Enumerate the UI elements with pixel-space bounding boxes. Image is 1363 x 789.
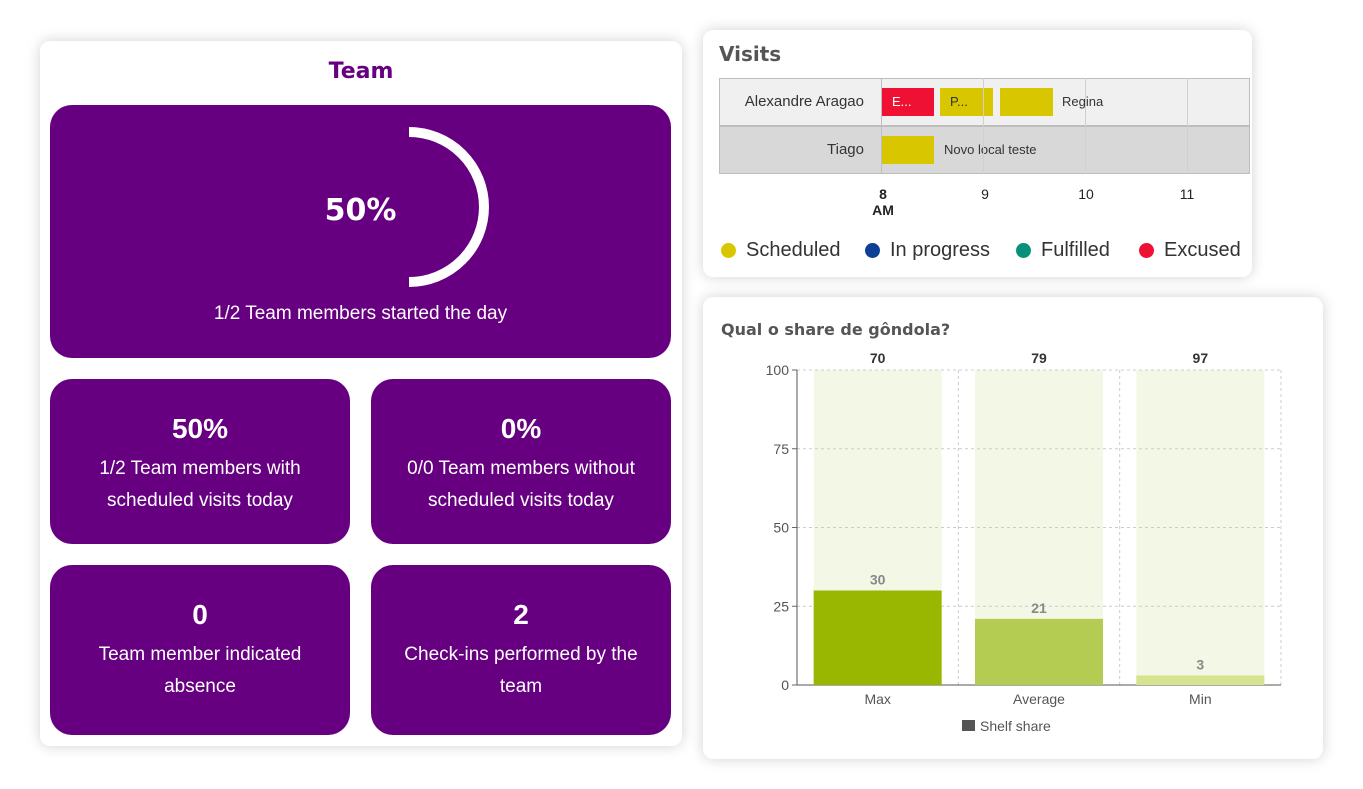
hour-tick: 9 <box>981 186 989 202</box>
checkins-tile[interactable]: 2 Check-ins performed by the team <box>371 565 671 735</box>
legend-swatch <box>962 720 975 731</box>
legend-dot <box>721 243 736 258</box>
gauge-percent: 50% <box>324 193 397 228</box>
data-label: 21 <box>1031 600 1047 616</box>
category-label: Average <box>1013 691 1065 707</box>
visits-title: Visits <box>719 42 782 66</box>
legend-label: Shelf share <box>980 718 1051 734</box>
legend-scheduled[interactable]: Scheduled <box>721 236 841 264</box>
tile-value: 2 <box>513 599 529 630</box>
legend-excused[interactable]: Excused <box>1139 236 1241 264</box>
team-started-day-tile[interactable]: 50% 1/2 Team members started the day <box>50 105 671 358</box>
tile-value: 50% <box>171 413 229 444</box>
legend-dot <box>1016 243 1031 258</box>
bar <box>813 590 942 685</box>
legend-in-progress[interactable]: In progress <box>865 236 990 264</box>
bar <box>1136 675 1265 685</box>
visit-location-label: Regina <box>1062 94 1104 109</box>
legend-dot <box>865 243 880 258</box>
shelf-share-title: Qual o share de gôndola? <box>721 320 951 339</box>
top-label: 70 <box>870 350 886 366</box>
data-label: 30 <box>870 572 886 588</box>
visit-bar[interactable]: P... <box>940 88 993 116</box>
tile-value: 0 <box>192 599 208 630</box>
y-tick-label: 0 <box>781 677 789 693</box>
hour-gridline <box>1187 78 1188 174</box>
started-day-caption: 1/2 Team members started the day <box>213 303 508 324</box>
team-title: Team <box>328 59 394 84</box>
visit-bar[interactable] <box>1000 88 1053 116</box>
tile-label: 0/0 Team members without scheduled visit… <box>407 458 635 511</box>
scheduled-visits-tile[interactable]: 50% 1/2 Team members with scheduled visi… <box>50 379 350 544</box>
progress-gauge <box>408 127 489 287</box>
y-tick-label: 50 <box>773 520 789 536</box>
hour-tick: 8 AM <box>863 186 903 218</box>
top-label: 97 <box>1193 350 1209 366</box>
top-label: 79 <box>1031 350 1047 366</box>
tile-label: 1/2 Team members with scheduled visits t… <box>99 458 301 511</box>
visits-legend: Scheduled In progress Fulfilled Excused <box>719 236 1249 264</box>
visit-location-label: Novo local teste <box>944 142 1037 157</box>
y-tick-label: 75 <box>773 441 789 457</box>
bar <box>975 618 1103 685</box>
tile-label: Check-ins performed by the team <box>404 644 638 697</box>
absence-tile[interactable]: 0 Team member indicated absence <box>50 565 350 735</box>
unscheduled-visits-tile[interactable]: 0% 0/0 Team members without scheduled vi… <box>371 379 671 544</box>
category-label: Max <box>864 691 890 707</box>
visit-bar[interactable]: E... <box>882 88 934 116</box>
legend-dot <box>1139 243 1154 258</box>
category-label: Min <box>1189 691 1212 707</box>
tile-label: Team member indicated absence <box>98 644 302 697</box>
shelf-share-card: Qual o share de gôndola? 0 25 50 75 100 30 70 M… <box>703 297 1323 759</box>
name-column-divider <box>881 78 882 174</box>
visit-bar[interactable] <box>882 136 934 164</box>
hour-tick-suffix: AM <box>872 202 894 218</box>
team-member-name: Alexandre Aragao <box>744 93 864 110</box>
timeline-row: Alexandre Aragao E... P... Regina <box>719 78 1250 126</box>
hour-tick: 11 <box>1179 186 1195 202</box>
tile-value: 0% <box>500 413 542 444</box>
visits-card: Visits Alexandre Aragao E... P... Regina… <box>703 30 1252 277</box>
legend-fulfilled[interactable]: Fulfilled <box>1016 236 1110 264</box>
y-tick-label: 25 <box>773 598 789 614</box>
hour-gridline <box>983 78 984 174</box>
hour-gridline <box>1085 78 1086 174</box>
gauge-arc <box>408 127 489 287</box>
team-member-name: Tiago <box>827 141 864 158</box>
team-card: Team 50% 1/2 Team members started the da… <box>40 41 682 746</box>
visits-timeline: Alexandre Aragao E... P... Regina Tiago … <box>719 78 1250 176</box>
hour-tick: 10 <box>1078 186 1094 202</box>
shelf-share-chart: 0 25 50 75 100 30 70 Max 21 79 Average 3 97 Min Shelf … <box>766 350 1282 734</box>
data-label: 3 <box>1196 657 1204 673</box>
y-tick-label: 100 <box>766 362 790 378</box>
timeline-row: Tiago Novo local teste <box>719 126 1250 174</box>
